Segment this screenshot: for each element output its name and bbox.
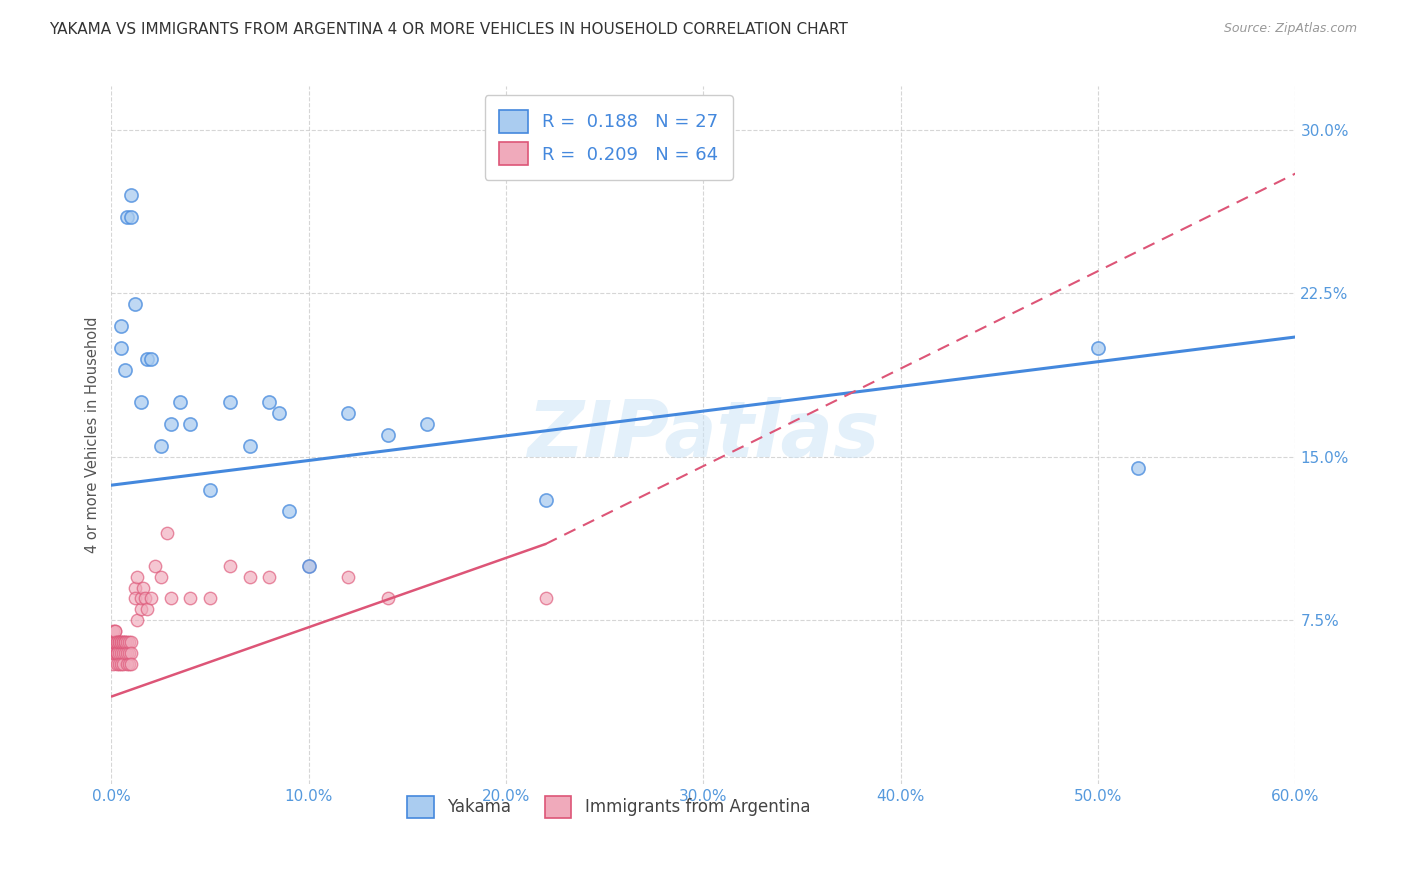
Point (120, 635, 142, 649)
Point (139, 591, 162, 606)
Point (159, 417, 181, 432)
Point (108, 657, 131, 671)
Point (103, 657, 125, 671)
Point (416, 417, 439, 432)
Point (108, 646, 131, 660)
Point (104, 624, 127, 639)
Point (115, 646, 138, 660)
Point (377, 428, 399, 442)
Point (110, 635, 132, 649)
Point (115, 210, 138, 224)
Point (112, 646, 135, 660)
Point (108, 635, 131, 649)
Point (104, 646, 127, 660)
Point (377, 591, 399, 606)
Point (105, 646, 128, 660)
Point (114, 635, 136, 649)
Point (218, 558, 240, 573)
Point (259, 395, 281, 409)
Point (134, 591, 156, 606)
Point (129, 395, 152, 409)
Point (269, 406, 291, 420)
Point (105, 635, 128, 649)
Point (120, 210, 142, 224)
Point (114, 635, 136, 649)
Point (179, 591, 201, 606)
Point (218, 395, 240, 409)
Point (238, 439, 260, 453)
Point (112, 635, 135, 649)
Point (105, 657, 128, 671)
Point (337, 570, 360, 584)
Point (149, 570, 172, 584)
Point (179, 417, 201, 432)
Point (534, 591, 557, 606)
Point (114, 362, 136, 376)
Point (136, 351, 159, 366)
Point (120, 188, 142, 202)
Legend: Yakama, Immigrants from Argentina: Yakama, Immigrants from Argentina (401, 789, 817, 824)
Point (125, 570, 148, 584)
Point (110, 635, 132, 649)
Point (104, 635, 127, 649)
Point (1087, 341, 1109, 355)
Point (104, 635, 127, 649)
Point (120, 646, 142, 660)
Point (120, 657, 142, 671)
Point (136, 602, 159, 616)
Point (103, 646, 125, 660)
Point (115, 635, 138, 649)
Point (110, 341, 132, 355)
Point (156, 526, 179, 541)
Point (110, 657, 132, 671)
Point (105, 646, 128, 660)
Point (118, 657, 141, 671)
Point (110, 646, 132, 660)
Point (103, 624, 125, 639)
Point (103, 635, 125, 649)
Text: YAKAMA VS IMMIGRANTS FROM ARGENTINA 4 OR MORE VEHICLES IN HOUSEHOLD CORRELATION : YAKAMA VS IMMIGRANTS FROM ARGENTINA 4 OR… (49, 22, 848, 37)
Point (534, 493, 557, 508)
Point (1126, 460, 1149, 475)
Point (124, 297, 146, 311)
Point (105, 635, 128, 649)
Point (159, 591, 181, 606)
Point (169, 395, 191, 409)
Point (118, 635, 141, 649)
Point (298, 558, 321, 573)
Point (112, 635, 135, 649)
Point (337, 406, 360, 420)
Point (104, 635, 127, 649)
Text: ZIPatlas: ZIPatlas (527, 397, 880, 473)
Point (115, 657, 138, 671)
Point (108, 635, 131, 649)
Text: Source: ZipAtlas.com: Source: ZipAtlas.com (1223, 22, 1357, 36)
Point (132, 581, 155, 595)
Point (124, 581, 146, 595)
Point (124, 591, 146, 606)
Point (114, 646, 136, 660)
Point (104, 624, 127, 639)
Point (259, 570, 281, 584)
Point (143, 558, 166, 573)
Point (139, 351, 162, 366)
Point (238, 570, 260, 584)
Point (118, 646, 141, 660)
Point (105, 646, 128, 660)
Point (129, 591, 152, 606)
Y-axis label: 4 or more Vehicles in Household: 4 or more Vehicles in Household (86, 317, 100, 553)
Point (298, 558, 321, 573)
Point (125, 613, 148, 627)
Point (198, 483, 221, 497)
Point (278, 504, 301, 518)
Point (149, 439, 172, 453)
Point (112, 657, 135, 671)
Point (129, 602, 152, 616)
Point (110, 319, 132, 334)
Point (198, 591, 221, 606)
Point (103, 635, 125, 649)
